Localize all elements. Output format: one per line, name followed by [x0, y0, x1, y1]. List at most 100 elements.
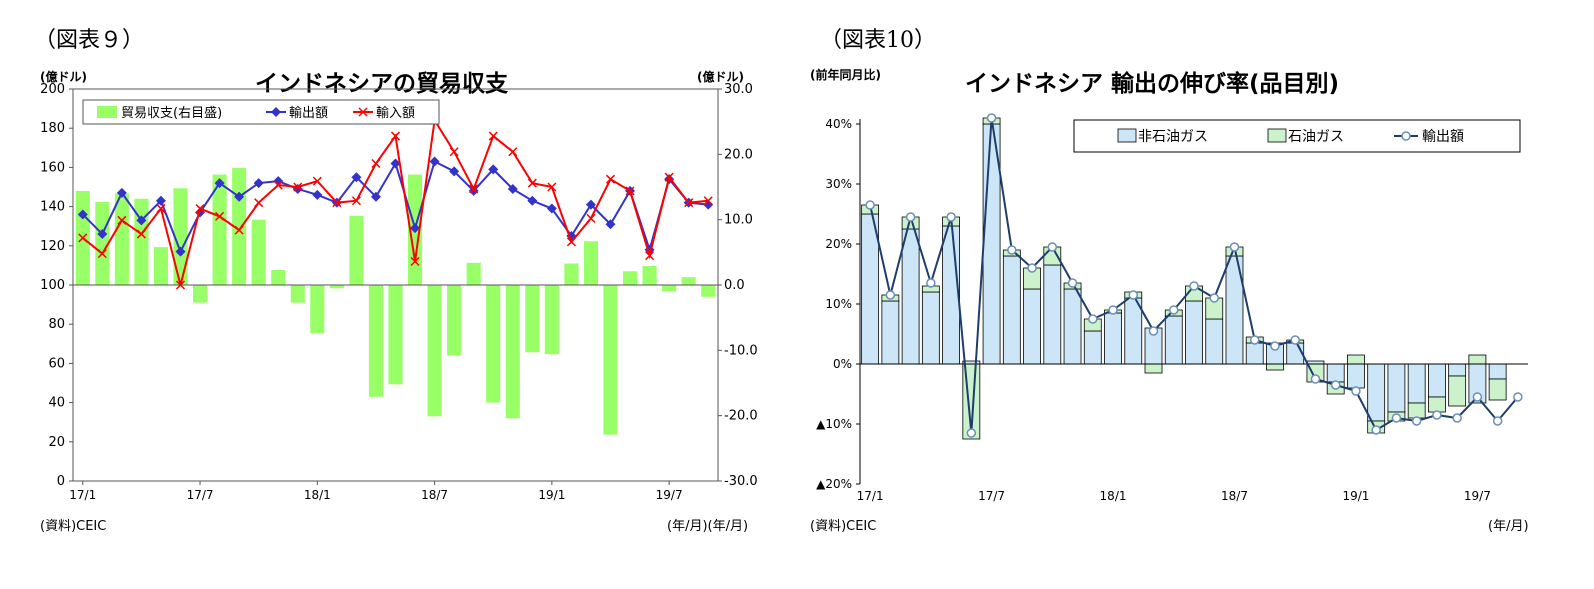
import-point [684, 198, 694, 208]
left-tick-label: 20 [48, 435, 65, 450]
trade-balance-bar [290, 285, 305, 303]
trade-balance-chart: 0 20 40 60 80 100 120 140 160 180 200 -30.0 -20.0 -10… [40, 82, 758, 502]
export-total-point [1189, 281, 1199, 291]
trade-balance-bar [564, 263, 579, 285]
trade-balance-bar [544, 285, 559, 355]
non-oil-gas-bar [942, 225, 960, 365]
trade-balance-bar [388, 285, 403, 385]
import-point [410, 256, 420, 267]
y-tick-label: 0% [833, 357, 852, 371]
export-total-point [905, 212, 916, 222]
trade-balance-bar [173, 188, 188, 285]
non-oil-gas-bar [1488, 363, 1507, 380]
export-point [527, 195, 538, 206]
export-point [585, 199, 596, 210]
trade-balance-bar [329, 285, 344, 289]
export-point [116, 187, 127, 198]
non-oil-gas-bar [1104, 312, 1122, 365]
import-point [97, 249, 107, 259]
export-total-point [1270, 341, 1280, 351]
import-point [645, 251, 655, 261]
import-point [332, 198, 342, 208]
export-total-point [1371, 425, 1381, 435]
legend-marker-export [271, 107, 281, 117]
legend-swatch-balance [97, 106, 117, 118]
left-tick-label: 40 [48, 396, 65, 411]
import-point [703, 196, 713, 206]
import-point [273, 180, 283, 190]
export-total-point [1108, 305, 1118, 315]
x-tick-label: 19/7 [1464, 489, 1491, 503]
left-tick-label: 160 [40, 160, 65, 175]
y-tick-label: ▲20% [816, 477, 852, 491]
x-tick-label: 17/1 [857, 489, 884, 503]
import-point [293, 182, 303, 192]
export-total-point [1351, 386, 1361, 396]
y-tick-label: ▲10% [816, 417, 852, 431]
y-tick-label: 40% [825, 117, 852, 131]
export-point [253, 178, 264, 189]
y-tick-label: 20% [825, 237, 852, 251]
trade-balance-bar [603, 285, 618, 435]
import-point [351, 196, 361, 206]
legend-label-total: 輸出額 [1422, 129, 1464, 145]
right-tick-label: -10.0 [724, 343, 758, 358]
trade-balance-bar [525, 285, 540, 353]
export-total-point [986, 113, 997, 123]
right-axis-unit: (億ドル) [697, 70, 744, 84]
legend-marker-total [1401, 131, 1411, 141]
x-tick-label: 19/1 [538, 488, 565, 502]
legend-label-non-oil: 非石油ガス [1138, 129, 1208, 145]
right-tick-label: 10.0 [724, 213, 753, 228]
legend-box-2 [1073, 119, 1521, 153]
non-oil-gas-bar [901, 228, 920, 365]
oil-gas-bar [1144, 363, 1163, 374]
trade-balance-bar [251, 219, 266, 285]
import-point [469, 184, 479, 194]
non-oil-gas-bar [1205, 318, 1224, 365]
export-total-point [1047, 242, 1058, 252]
non-oil-gas-bar [1063, 288, 1082, 365]
export-point [546, 203, 557, 214]
non-oil-gas-bar [1083, 330, 1102, 365]
right-tick-label: 0.0 [724, 278, 745, 293]
figure-label-9: （図表９） [34, 28, 145, 53]
export-total-point [1249, 335, 1260, 345]
legend-box [82, 99, 440, 125]
chart-title-export-growth: インドネシア 輸出の伸び率(品目別) [965, 71, 1340, 97]
export-total-point [1513, 392, 1523, 402]
import-point [625, 186, 635, 196]
export-total-point [966, 428, 977, 438]
legend-swatch-non-oil [1117, 128, 1137, 143]
non-oil-gas-bar [861, 213, 880, 365]
left-tick-label: 180 [40, 121, 65, 136]
legend-label-export: 輸出額 [289, 106, 328, 121]
export-point [136, 215, 147, 226]
export-total-point [1007, 245, 1017, 255]
export-total-point [1391, 413, 1402, 423]
export-point [155, 195, 166, 206]
trade-balance-bar [427, 285, 442, 417]
trade-balance-bar [447, 285, 462, 356]
non-oil-gas-bar [921, 291, 940, 365]
export-point [605, 219, 616, 230]
export-point [429, 156, 440, 167]
export-total-point [1067, 278, 1078, 288]
import-point [527, 178, 537, 188]
export-point [97, 229, 108, 240]
export-total-point [1229, 242, 1240, 252]
trade-balance-bar [701, 285, 716, 297]
export-point [703, 199, 714, 210]
oil-gas-bar [1428, 396, 1446, 413]
non-oil-gas-bar [1347, 363, 1365, 389]
trade-balance-bar [193, 285, 208, 303]
source-note-left: (資料)CEIC [40, 519, 107, 534]
x-tick-label: 18/1 [1100, 489, 1127, 503]
export-total-point [1148, 326, 1159, 336]
right-tick-label: -20.0 [724, 409, 758, 424]
export-total-point [1310, 374, 1321, 384]
left-tick-label: 140 [40, 200, 65, 215]
import-point [566, 237, 576, 247]
left-tick-label: 80 [48, 317, 65, 332]
